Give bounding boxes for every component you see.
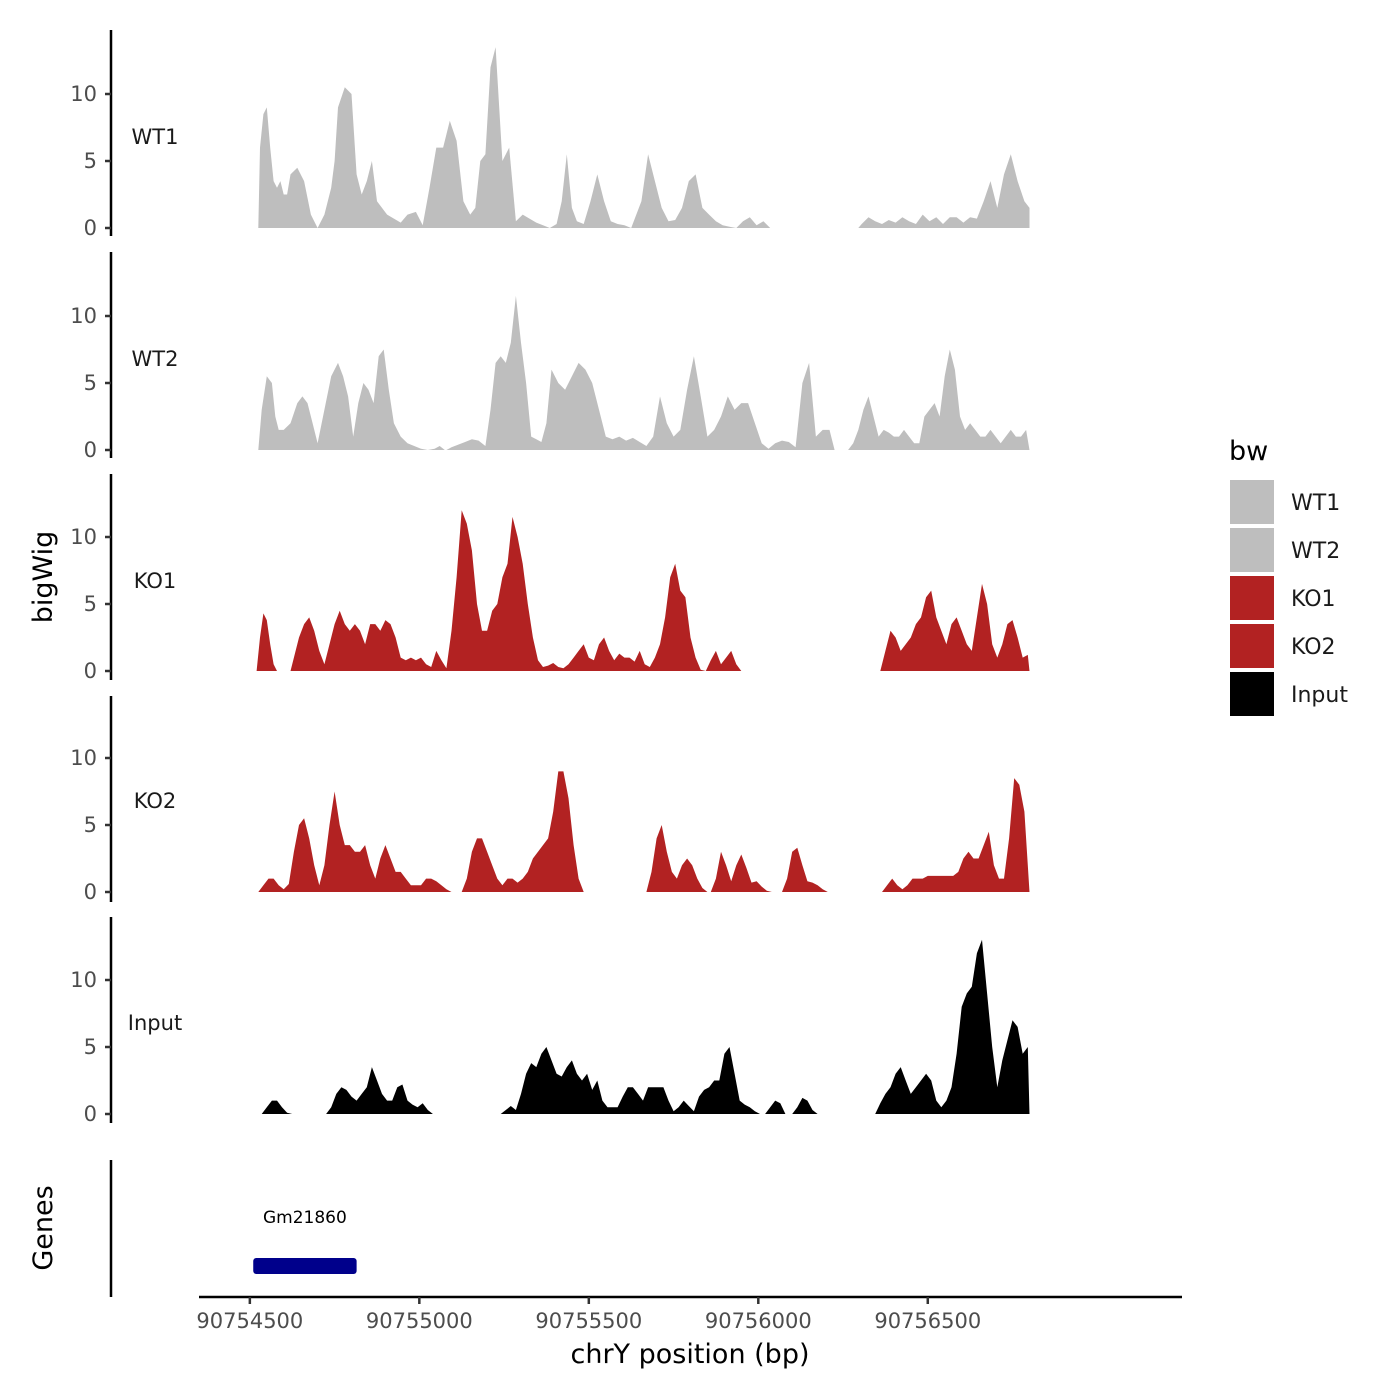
y-tick-0: 0 [84,659,111,683]
svg-text:90755500: 90755500 [535,1309,642,1333]
coverage-area-input-0 [261,1100,293,1114]
coverage-area-ko1-2 [880,583,1030,671]
svg-text:0: 0 [84,880,97,904]
y-tick-0: 0 [84,438,111,462]
coverage-area-wt1-1 [858,154,1030,228]
svg-text:10: 10 [70,304,97,328]
y-tick-5: 5 [84,813,111,837]
y-tick-10: 10 [70,304,111,328]
coverage-area-ko1-1 [290,510,742,671]
coverage-area-ko2-0 [258,791,457,892]
coverage-area-ko2-1 [461,771,599,892]
legend-label: WT1 [1291,491,1340,516]
legend-swatch [1230,576,1274,620]
legend-item-input: Input [1230,672,1348,716]
y-axis-title: bigWig [28,531,59,624]
track-label-input: Input [128,1011,182,1035]
y-tick-5: 5 [84,1035,111,1059]
y-tick-5: 5 [84,592,111,616]
y-tick-0: 0 [84,880,111,904]
coverage-area-ko2-5 [882,778,1030,892]
y-tick-10: 10 [70,746,111,770]
svg-text:10: 10 [70,746,97,770]
svg-text:90756500: 90756500 [874,1309,981,1333]
track-panel-wt1: WT1 0 5 10 [70,30,1030,240]
svg-text:0: 0 [84,659,97,683]
coverage-area-wt2-2 [848,349,1030,450]
svg-text:5: 5 [84,813,97,837]
svg-text:5: 5 [84,371,97,395]
y-tick-10: 10 [70,968,111,992]
legend-swatch [1230,480,1274,524]
track-label-ko1: KO1 [134,569,177,593]
y-tick-10: 10 [70,82,111,106]
track-label-wt2: WT2 [132,347,179,371]
coverage-area-input-1 [326,1067,438,1114]
y-tick-5: 5 [84,149,111,173]
track-panel-input: Input 0 5 10 [70,917,1030,1126]
track-panel-wt2: WT2 0 5 10 [70,252,1030,462]
coverage-area-input-4 [875,939,1030,1114]
x-axis: 90754500 90755000 90755500 90756000 9075… [196,1295,1182,1370]
track-label-ko2: KO2 [134,789,177,813]
gene-bar [253,1258,357,1274]
gene-label: Gm21860 [263,1208,347,1228]
x-tick: 90756000 [705,1297,812,1333]
legend-swatch [1230,624,1274,668]
svg-text:5: 5 [84,1035,97,1059]
legend-label: WT2 [1291,539,1340,564]
legend-item-ko1: KO1 [1230,576,1336,620]
genes-track: Genes Gm21860 [28,1160,357,1297]
coverage-area-ko1-0 [256,613,277,671]
coverage-area-wt1-0 [258,47,771,228]
svg-text:5: 5 [84,149,97,173]
svg-text:0: 0 [84,438,97,462]
legend: bw WT1 WT2 KO1 KO2 Input [1229,436,1348,716]
x-tick: 90754500 [196,1297,303,1333]
svg-text:10: 10 [70,82,97,106]
coverage-area-input-3 [792,1097,818,1114]
track-label-wt1: WT1 [132,125,179,149]
legend-title: bw [1229,436,1268,467]
svg-text:90756000: 90756000 [705,1309,812,1333]
genes-track-title: Genes [28,1185,59,1270]
coverage-area-ko2-2 [646,825,708,892]
coverage-area-ko2-4 [782,847,828,892]
svg-text:90755000: 90755000 [366,1309,473,1333]
y-tick-5: 5 [84,371,111,395]
legend-item-wt1: WT1 [1230,480,1340,524]
x-tick: 90755000 [366,1297,473,1333]
svg-text:10: 10 [70,525,97,549]
legend-swatch [1230,528,1274,572]
coverage-area-wt2-0 [258,349,445,450]
x-tick: 90756500 [874,1297,981,1333]
svg-text:0: 0 [84,1102,97,1126]
coverage-area-wt2-1 [446,295,835,450]
y-tick-0: 0 [84,216,111,240]
legend-label: KO2 [1291,635,1336,660]
x-axis-title: chrY position (bp) [570,1339,809,1370]
legend-label: KO1 [1291,587,1336,612]
svg-text:5: 5 [84,592,97,616]
y-tick-10: 10 [70,525,111,549]
coverage-area-input-2 [500,1047,786,1114]
x-tick: 90755500 [535,1297,642,1333]
track-panel-ko2: KO2 0 5 10 [70,696,1030,904]
y-tick-0: 0 [84,1102,111,1126]
coverage-area-ko2-3 [710,851,777,892]
legend-label: Input [1291,683,1348,708]
legend-item-ko2: KO2 [1230,624,1336,668]
legend-swatch [1230,672,1274,716]
svg-text:10: 10 [70,968,97,992]
svg-text:90754500: 90754500 [196,1309,303,1333]
track-panel-ko1: KO1 0 5 10 [70,474,1030,683]
legend-item-wt2: WT2 [1230,528,1340,572]
svg-text:0: 0 [84,216,97,240]
